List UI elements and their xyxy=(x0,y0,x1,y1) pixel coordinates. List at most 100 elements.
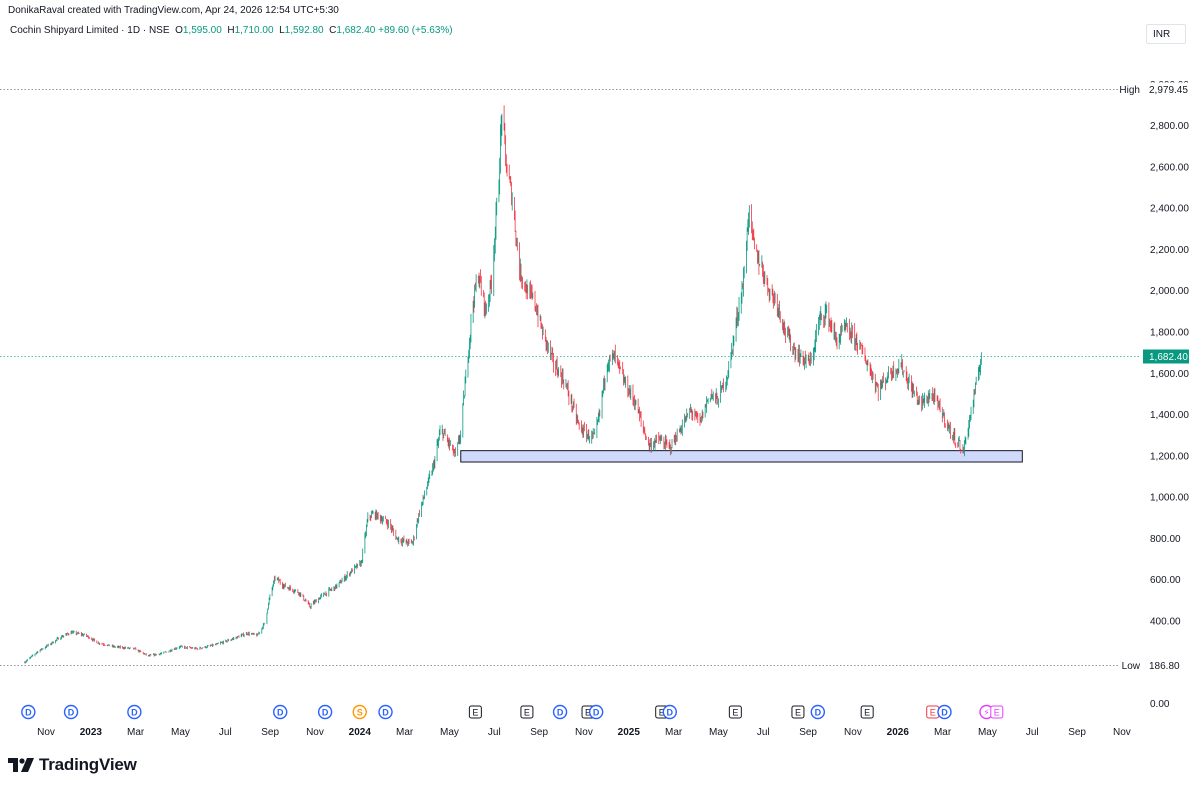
currency-selector[interactable]: INR xyxy=(1146,24,1186,44)
price-tick-label: 1,000.00 xyxy=(1150,493,1189,504)
event-marker-glyph: E xyxy=(472,708,478,718)
event-marker-d[interactable] xyxy=(662,704,678,720)
event-marker-glyph: ⚡ xyxy=(983,708,989,718)
event-marker-d[interactable] xyxy=(21,704,36,720)
event-marker-glyph: E xyxy=(795,708,801,718)
time-tick-label: Jul xyxy=(219,727,232,738)
low-label-bg xyxy=(1118,658,1144,673)
time-tick-label: Jul xyxy=(1026,727,1039,738)
price-tick-label: 200.00 xyxy=(1150,658,1181,669)
time-tick-label: Mar xyxy=(934,727,952,738)
support-zone[interactable] xyxy=(460,450,1023,463)
time-tick-label: 2024 xyxy=(349,727,372,738)
price-labels: High 2,979.45 1,682.40 Low 186.80 xyxy=(1118,82,1189,673)
price-lines xyxy=(0,89,1140,666)
event-marker-glyph: D xyxy=(68,708,75,718)
ohlc-close: C1,682.40 xyxy=(329,25,376,36)
time-tick-label: Nov xyxy=(1113,727,1131,738)
event-marker-glyph: E xyxy=(585,708,591,718)
price-axis[interactable]: 0.00 200.00 400.00 600.00 800.00 1,000.00 1,20… xyxy=(1150,80,1189,710)
price-tick-label: 1,200.00 xyxy=(1150,451,1189,462)
ohlc-open: O1,595.00 xyxy=(175,25,222,36)
event-marker-d[interactable] xyxy=(127,704,142,720)
event-marker-d[interactable] xyxy=(63,704,79,720)
time-tick-label: Nov xyxy=(37,727,55,738)
ohlc-high: H1,710.00 xyxy=(227,25,274,36)
event-marker-earnings[interactable] xyxy=(860,705,874,719)
event-marker-earnings[interactable] xyxy=(655,705,669,719)
event-marker-d[interactable] xyxy=(810,704,826,720)
time-tick-label: Sep xyxy=(261,727,279,738)
event-marker-glyph: S xyxy=(357,708,363,718)
event-marker-glyph: D xyxy=(667,708,674,718)
time-tick-label: Sep xyxy=(799,727,817,738)
price-tick-label: 2,800.00 xyxy=(1150,121,1189,132)
symbol-title[interactable]: Cochin Shipyard Limited · 1D · NSE xyxy=(10,25,170,36)
last-price-value: 1,682.40 xyxy=(1149,352,1188,363)
event-marker-earnings[interactable] xyxy=(581,705,595,719)
time-tick-label: Nov xyxy=(306,727,324,738)
time-axis[interactable]: Nov 2023 Mar May Jul Sep Nov 2024 Mar May Jul Sep No… xyxy=(37,727,1131,738)
price-tick-label: 600.00 xyxy=(1150,575,1181,586)
event-marker-glyph: E xyxy=(864,708,870,718)
low-price-badge xyxy=(1143,658,1189,673)
event-marker-glyph: D xyxy=(277,708,284,718)
event-marker-d[interactable] xyxy=(273,704,288,720)
event-marker-d[interactable] xyxy=(552,704,568,720)
time-tick-label: 2026 xyxy=(887,727,910,738)
price-tick-label: 1,400.00 xyxy=(1150,410,1189,421)
time-tick-label: 2023 xyxy=(80,727,103,738)
price-tick-label: 2,000.00 xyxy=(1150,286,1189,297)
event-marker-split[interactable] xyxy=(979,704,994,720)
event-marker-earnings[interactable] xyxy=(990,705,1004,719)
time-tick-label: Nov xyxy=(844,727,862,738)
candlestick-series xyxy=(24,105,982,664)
event-marker-d[interactable] xyxy=(588,704,604,720)
event-marker-glyph: D xyxy=(131,708,138,718)
time-tick-label: Nov xyxy=(575,727,593,738)
time-tick-label: Mar xyxy=(396,727,414,738)
tradingview-logo[interactable]: TradingView xyxy=(8,754,137,776)
time-tick-label: May xyxy=(440,727,459,738)
time-tick-label: Sep xyxy=(530,727,548,738)
event-marker-d[interactable] xyxy=(317,704,333,720)
ohlc-low: L1,592.80 xyxy=(279,25,324,36)
event-marker-d[interactable] xyxy=(378,704,393,720)
event-marker-earnings[interactable] xyxy=(520,705,534,719)
high-label-bg xyxy=(1118,82,1144,97)
event-marker-glyph: D xyxy=(322,708,329,718)
chart-credit: DonikaRaval created with TradingView.com… xyxy=(8,5,339,16)
price-change: +89.60 (+5.63%) xyxy=(378,25,453,36)
price-tick-label: 1,800.00 xyxy=(1150,327,1189,338)
event-marker-earnings[interactable] xyxy=(728,705,742,719)
time-tick-label: May xyxy=(171,727,190,738)
event-marker-glyph: D xyxy=(593,708,600,718)
price-tick-label: 800.00 xyxy=(1150,534,1181,545)
price-tick-label: 2,400.00 xyxy=(1150,204,1189,215)
time-tick-label: Mar xyxy=(665,727,683,738)
event-marker-glyph: E xyxy=(524,708,530,718)
symbol-legend: Cochin Shipyard Limited · 1D · NSE O1,59… xyxy=(10,25,453,36)
event-marker-glyph: E xyxy=(659,708,665,718)
event-marker-glyph: D xyxy=(941,708,948,718)
event-marker-earnings[interactable] xyxy=(468,705,482,719)
time-tick-label: Jul xyxy=(757,727,770,738)
event-marker-s[interactable] xyxy=(352,704,367,720)
time-tick-label: Mar xyxy=(127,727,145,738)
low-price-label: Low xyxy=(1122,661,1141,672)
event-marker-earnings[interactable] xyxy=(926,705,940,719)
time-tick-label: May xyxy=(709,727,728,738)
event-marker-glyph: D xyxy=(815,708,822,718)
time-tick-label: May xyxy=(978,727,997,738)
event-marker-earnings[interactable] xyxy=(791,705,805,719)
time-tick-label: Jul xyxy=(488,727,501,738)
high-price-value: 2,979.45 xyxy=(1149,85,1188,96)
event-marker-glyph: E xyxy=(994,708,1000,718)
tradingview-logo-icon xyxy=(8,758,34,772)
event-marker-glyph: E xyxy=(930,708,936,718)
price-tick-label: 400.00 xyxy=(1150,616,1181,627)
price-tick-label: 1,600.00 xyxy=(1150,369,1189,380)
event-marker-d[interactable] xyxy=(937,704,952,720)
event-marker-glyph: D xyxy=(382,708,389,718)
